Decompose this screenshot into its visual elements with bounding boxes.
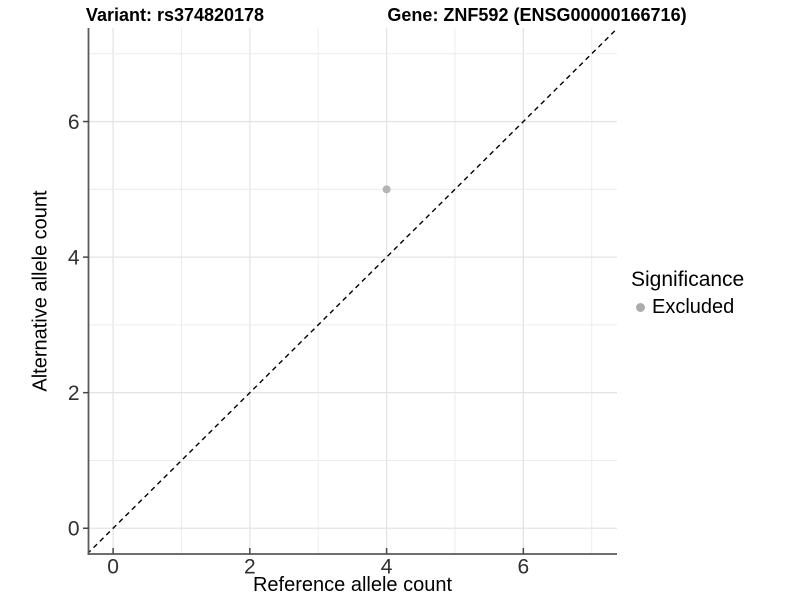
plot-title-variant: Variant: rs374820178 xyxy=(85,5,265,25)
legend-item-label: Excluded xyxy=(652,296,735,319)
legend-title: Significance xyxy=(631,268,745,291)
y-tick-label: 6 xyxy=(68,111,80,134)
y-tick-label: 2 xyxy=(68,382,80,405)
x-tick-label: 0 xyxy=(107,556,119,579)
x-tick-label: 4 xyxy=(381,556,393,579)
plot-title-gene: Gene: ZNF592 (ENSG00000166716) xyxy=(387,5,687,25)
data-point xyxy=(382,185,391,194)
y-tick-label: 4 xyxy=(68,247,80,270)
identity-line xyxy=(88,28,617,554)
y-tick-label: 0 xyxy=(68,518,80,541)
legend: Significance Excluded xyxy=(631,267,744,319)
x-axis-title: Reference allele count xyxy=(252,574,452,596)
y-axis-title: Alternative allele count xyxy=(29,190,52,392)
legend-point-icon xyxy=(636,303,645,313)
legend-item: Excluded xyxy=(631,296,744,319)
x-tick-label: 2 xyxy=(244,556,256,579)
x-tick-label: 6 xyxy=(517,556,529,579)
